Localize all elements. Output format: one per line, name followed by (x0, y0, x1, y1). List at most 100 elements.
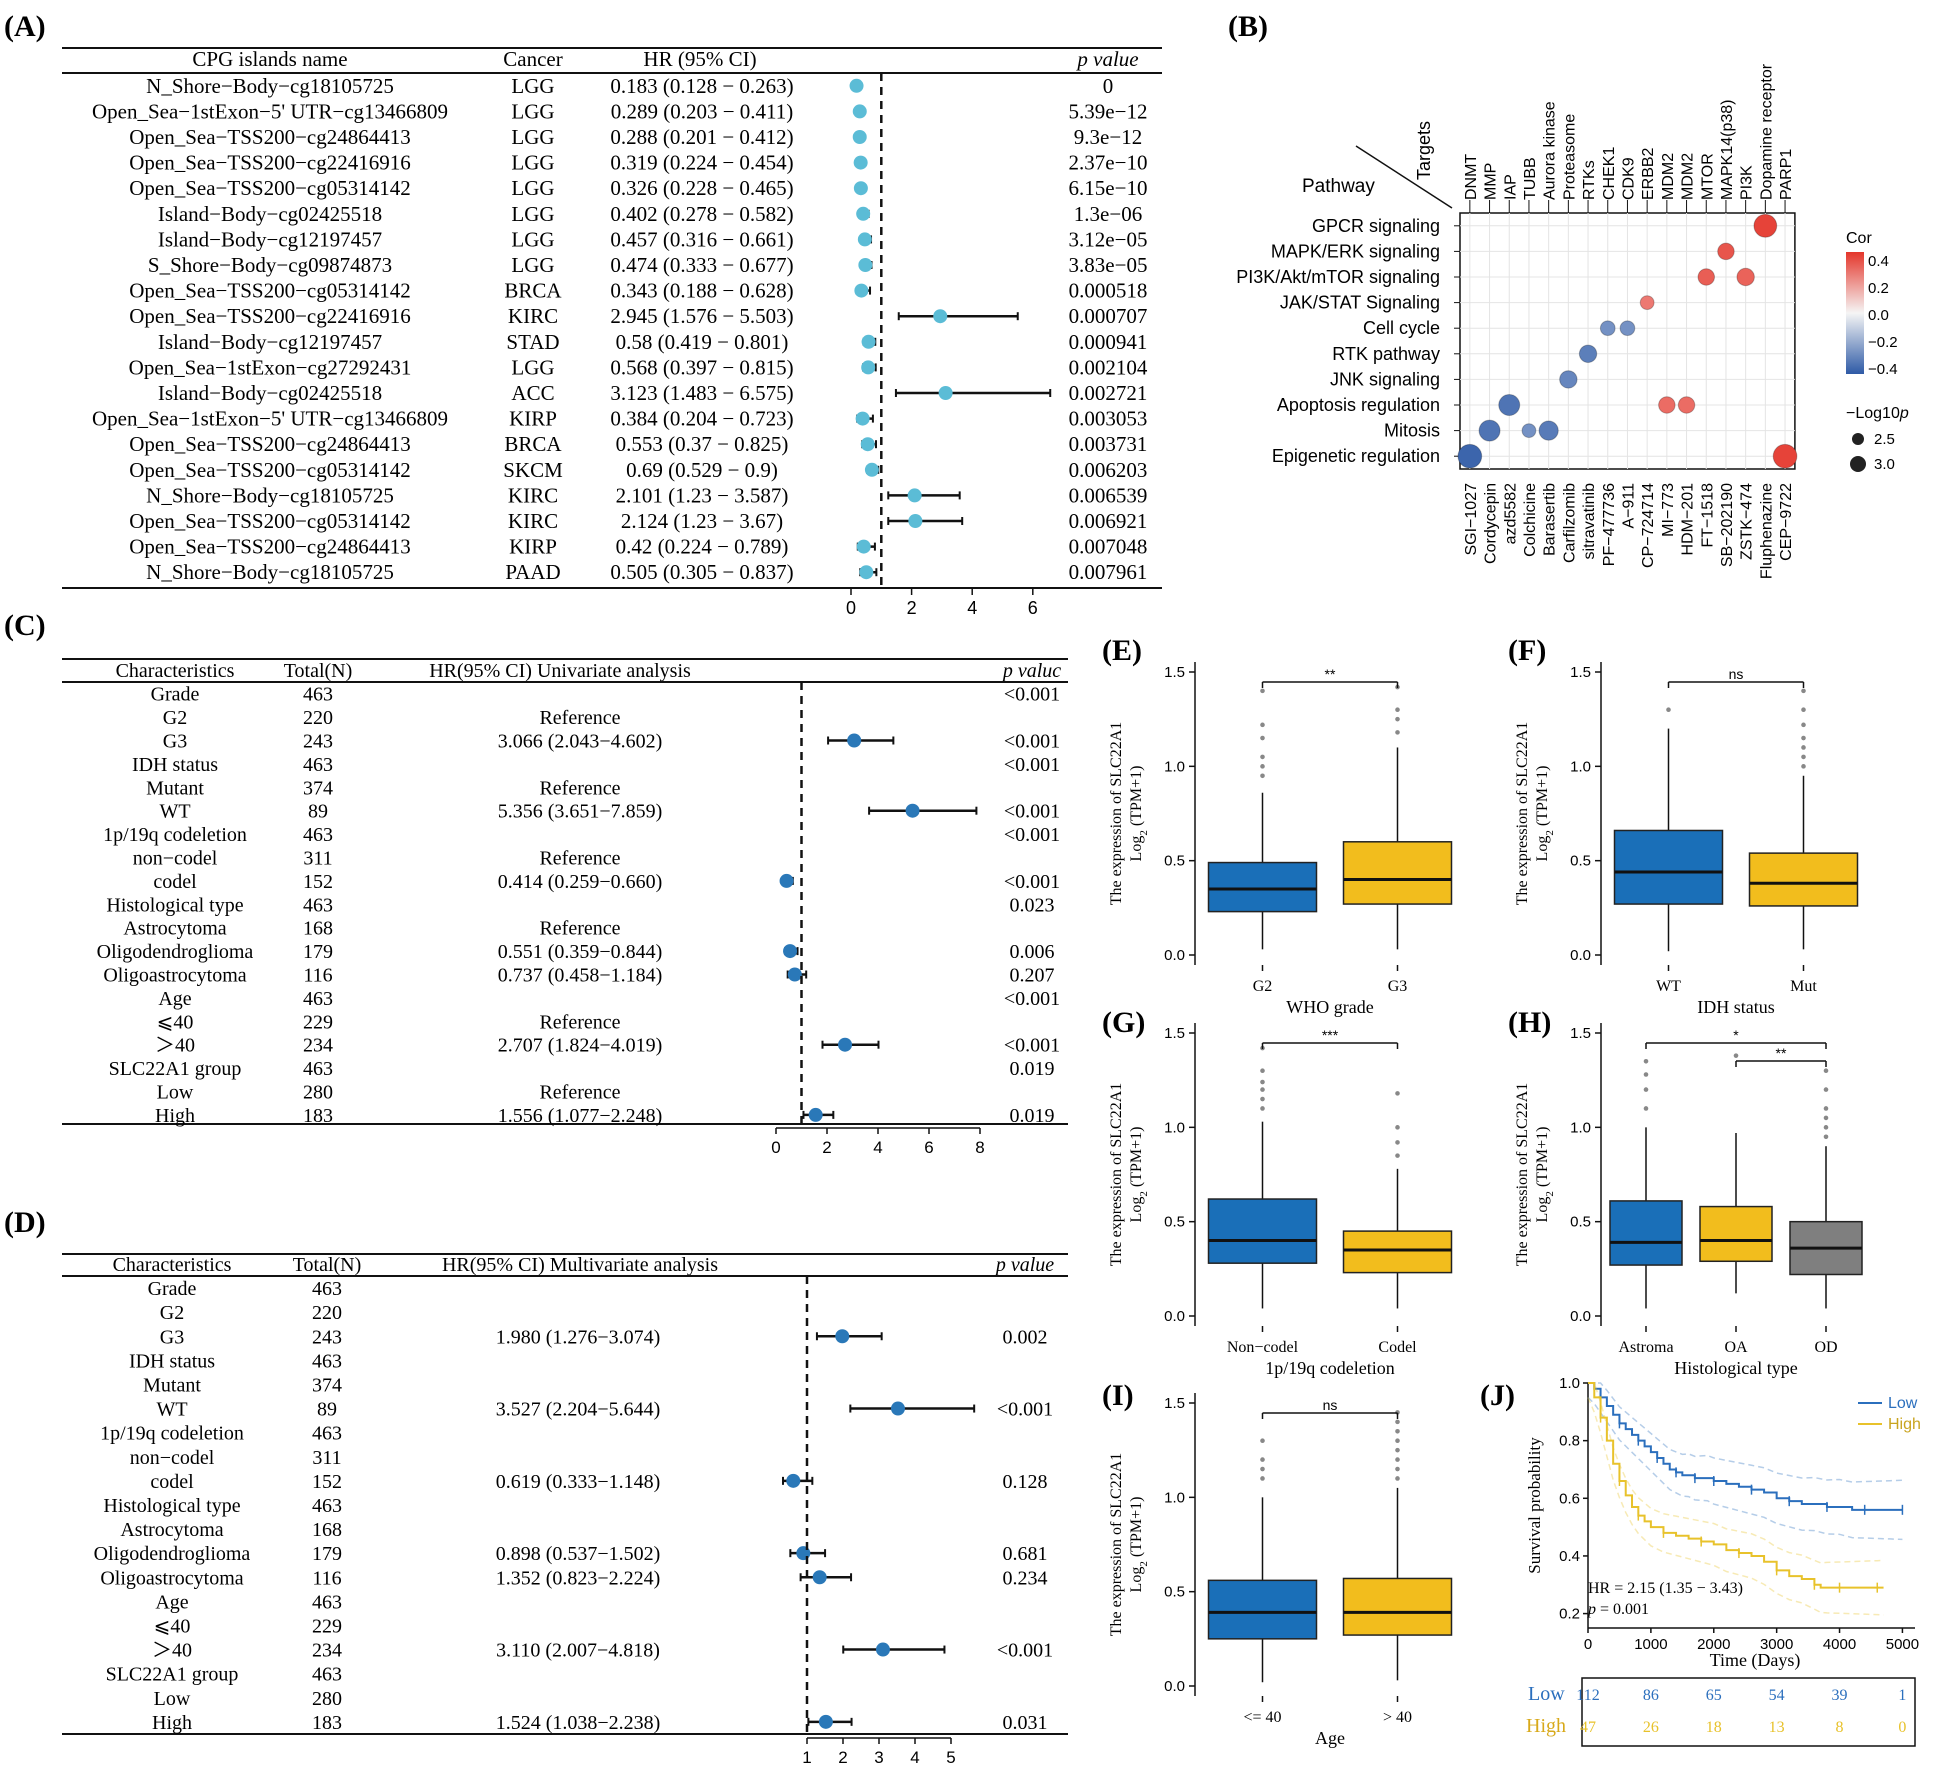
e-y-label-line1: The expression of SLC22A1 (1108, 722, 1125, 906)
a-row-p: 3.83e−05 (1069, 253, 1148, 277)
a-hr-point (861, 334, 876, 349)
f-y-tick-label: 1.5 (1570, 664, 1591, 681)
c-row-char: G3 (163, 731, 187, 753)
g-x-tick-label: Non−codel (1227, 1339, 1299, 1356)
e-box (1207, 861, 1318, 913)
j-risk-cell: 18 (1706, 1719, 1722, 1736)
j-legend-low: Low (1888, 1395, 1918, 1412)
a-row-ci: 0.474 (0.333 − 0.677) (610, 253, 793, 277)
c-row-p: <0.001 (1004, 988, 1060, 1010)
c-row-char: Age (158, 988, 191, 1010)
f-x-tick-label: Mut (1790, 978, 1817, 995)
a-row-ci: 0.319 (0.224 − 0.454) (610, 151, 793, 175)
j-x-tick-label: 5000 (1886, 1636, 1919, 1653)
a-row-name: Island−Body−cg02425518 (158, 381, 382, 405)
c-header-char: Characteristics (116, 660, 235, 682)
panel-label-f: (F) (1508, 634, 1546, 667)
a-hr-point (859, 565, 874, 580)
f-box (1613, 829, 1724, 905)
a-row-p: 0 (1103, 74, 1114, 98)
d-row-n: 280 (312, 1688, 342, 1710)
c-hr-point (847, 733, 862, 748)
g-y-label-sub: 2 (1138, 1191, 1150, 1197)
c-row-p: 0.207 (1010, 965, 1055, 987)
c-row-char: 1p/19q codeletion (103, 824, 247, 846)
c-row-p: <0.001 (1004, 731, 1060, 753)
a-row-name: N_Shore−Body−cg18105725 (146, 74, 394, 98)
c-hr-point (787, 967, 802, 982)
h-outlier (1643, 1072, 1649, 1077)
b-dot (1559, 370, 1578, 389)
a-row-cancer: LGG (511, 151, 554, 175)
b-target-label: CDK9 (1620, 157, 1637, 200)
f-outlier (1801, 745, 1806, 750)
h-outlier (1823, 1125, 1829, 1130)
h-outlier (1823, 1106, 1829, 1111)
c-row-n: 463 (303, 894, 333, 916)
j-y-tick-label: 0.2 (1559, 1606, 1580, 1623)
d-row-n: 168 (312, 1519, 342, 1541)
b-pathway-label: JNK signaling (1330, 369, 1440, 389)
d-axis-tick-label: 4 (910, 1748, 919, 1765)
g-box (1342, 1230, 1453, 1274)
b-pathway-label: GPCR signaling (1312, 216, 1440, 236)
b-size-dot-large (1850, 456, 1866, 472)
a-hr-point (853, 155, 868, 170)
c-hr-point (838, 1037, 853, 1052)
d-row-hr: 3.110 (2.007−4.818) (496, 1640, 660, 1662)
a-axis-tick-label: 0 (846, 598, 856, 618)
b-pathway-label: PI3K/Akt/mTOR signaling (1236, 267, 1440, 287)
i-x-label: Age (1315, 1728, 1345, 1748)
e-outlier (1395, 707, 1400, 713)
d-row-char: Oligoastrocytoma (100, 1567, 243, 1589)
d-row-char: WT (156, 1399, 187, 1421)
c-row-p: <0.001 (1004, 824, 1060, 846)
b-dot (1498, 394, 1521, 416)
d-row-n: 234 (312, 1640, 342, 1662)
d-row-n: 463 (312, 1350, 342, 1372)
c-row-n: 220 (303, 707, 333, 729)
a-row-cancer: KIRC (508, 509, 558, 533)
a-hr-point (938, 386, 953, 400)
c-row-hr: Reference (539, 848, 620, 870)
c-row-p: <0.001 (1004, 684, 1060, 706)
b-cor-tick-2: 0.0 (1868, 307, 1889, 324)
a-row-cancer: LGG (511, 253, 554, 277)
h-sig-label: ** (1776, 1045, 1787, 1061)
b-drug-label: CEP−9722 (1778, 483, 1795, 561)
b-dot (1578, 344, 1598, 363)
c-row-hr: 3.066 (2.043−4.602) (498, 731, 663, 753)
b-cor-tick-3: −0.2 (1868, 334, 1898, 351)
b-pathway-label: Pathway (1302, 176, 1375, 197)
a-row-cancer: LGG (511, 355, 554, 379)
a-row-ci: 2.101 (1.23 − 3.587) (616, 483, 789, 507)
c-row-p: <0.001 (1004, 801, 1060, 823)
f-y-label-line2: Log2 (TPM+1) (1534, 766, 1556, 862)
i-y-tick-label: 1.5 (1164, 1395, 1185, 1412)
a-row-p: 0.002104 (1069, 355, 1148, 379)
b-target-label: CHEK1 (1601, 147, 1618, 200)
f-outlier (1801, 764, 1806, 769)
b-drug-label: Fluphenazine (1758, 483, 1775, 579)
b-pathway-label: MAPK/ERK signaling (1271, 241, 1440, 261)
d-header-hr: HR(95% CI) Multivariate analysis (442, 1254, 718, 1276)
i-y-tick-label: 1.0 (1164, 1489, 1185, 1506)
a-row-p: 0.000518 (1069, 279, 1148, 303)
a-row-ci: 0.553 (0.37 − 0.825) (616, 432, 789, 456)
d-row-n: 311 (312, 1447, 341, 1469)
d-header-char: Characteristics (113, 1254, 232, 1276)
d-row-char: Grade (148, 1278, 197, 1300)
c-row-n: 280 (303, 1082, 333, 1104)
i-outlier (1395, 1457, 1400, 1462)
b-cor-tick-4: −0.4 (1868, 361, 1898, 378)
d-row-char: codel (150, 1471, 194, 1493)
panel-label-b: (B) (1228, 10, 1268, 43)
i-outlier (1395, 1476, 1400, 1481)
c-row-char: non−codel (133, 848, 218, 870)
i-outlier (1395, 1429, 1400, 1434)
f-y-tick-label: 0.0 (1570, 947, 1591, 964)
c-row-hr: 5.356 (3.651−7.859) (498, 801, 663, 823)
g-y-tick-label: 0.0 (1164, 1308, 1185, 1325)
c-row-n: 168 (303, 918, 333, 940)
f-box (1748, 852, 1859, 907)
